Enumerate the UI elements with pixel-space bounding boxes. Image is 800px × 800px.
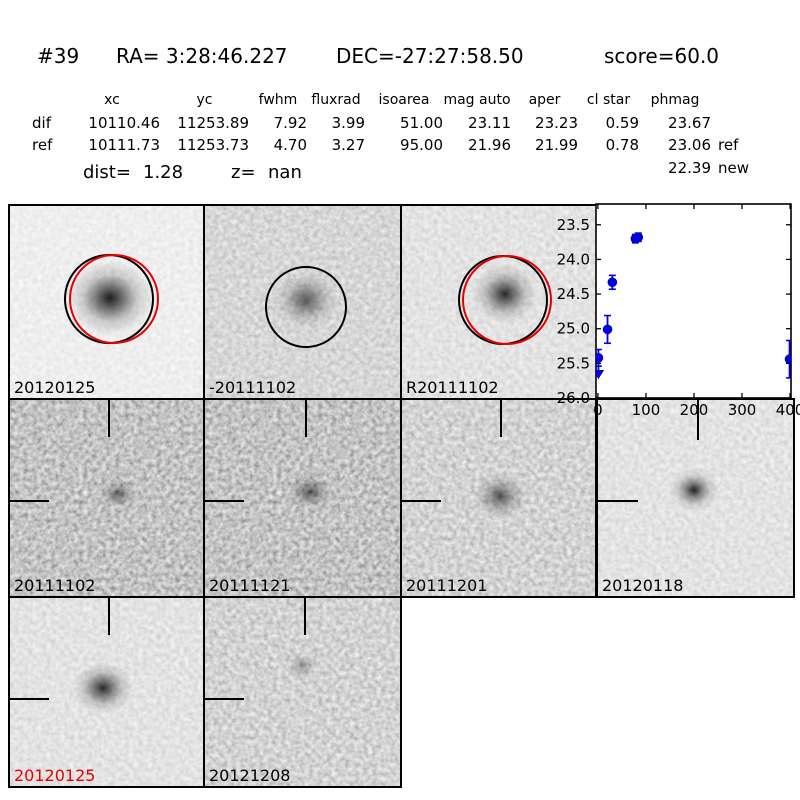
stamp-diff-20121208: 20121208	[203, 596, 402, 788]
stamp-label: -20111102	[209, 378, 297, 398]
measurements-table: xc yc fwhm fluxrad isoarea mag auto aper…	[30, 89, 763, 179]
col-header-cl-star: cl star	[586, 92, 631, 108]
col-header-fluxrad: fluxrad	[311, 92, 361, 108]
aperture-circle-red	[69, 254, 159, 344]
dif-isoarea: 51.00	[400, 113, 443, 132]
col-header-mag-auto: mag auto	[443, 92, 511, 108]
crosshair-vertical-tick	[108, 598, 110, 635]
col-header-yc: yc	[196, 92, 213, 108]
col-header-fwhm: fwhm	[258, 92, 298, 108]
col-header-isoarea: isoarea	[378, 92, 430, 108]
crosshair-horizontal-tick	[598, 500, 638, 502]
dif-phmag: 23.67	[668, 113, 711, 132]
dist-label: dist=	[83, 162, 131, 183]
ref-yc: 11253.73	[177, 136, 249, 154]
dec-value: DEC=-27:27:58.50	[336, 44, 524, 68]
new-phmag: 22.39	[668, 158, 711, 177]
ref-fluxrad: 3.27	[331, 136, 365, 154]
crosshair-vertical-tick	[304, 598, 306, 635]
row-label-ref: ref	[32, 136, 53, 154]
crosshair-vertical-tick	[305, 400, 307, 437]
ref-aper: 21.99	[535, 136, 578, 154]
stamp-diff-20111121: 20111121	[203, 398, 402, 598]
col-header-blank	[30, 89, 64, 112]
stamp-label: 20121208	[209, 766, 291, 786]
dif-mag-auto: 23.11	[468, 113, 511, 132]
col-header-phmag: phmag	[650, 92, 700, 108]
dif-yc: 11253.89	[177, 113, 249, 132]
ref-phmag: 23.06	[668, 136, 711, 154]
dif-cl-star: 0.59	[605, 113, 639, 132]
crosshair-horizontal-tick	[10, 500, 49, 502]
z-value: nan	[268, 162, 302, 183]
stamp-diff-20111201: 20111201	[400, 398, 597, 598]
stamp-noise	[205, 598, 400, 786]
crosshair-vertical-tick	[108, 400, 110, 437]
ref-fwhm: 4.70	[273, 136, 307, 154]
stamp-label: 20111201	[406, 576, 488, 596]
crosshair-vertical-tick	[500, 400, 502, 437]
stamp-ref-minus-20111102: -20111102	[203, 204, 402, 400]
ref-phmag-suffix: ref	[718, 136, 739, 154]
stamp-label: 20111121	[209, 576, 291, 596]
stamp-label: R20111102	[406, 378, 499, 398]
stamp-diff-20111102: 20111102	[8, 398, 205, 598]
stamp-label: 20120125	[14, 378, 96, 398]
source-blob	[285, 652, 319, 680]
source-blob	[473, 473, 527, 519]
dif-xc: 10110.46	[88, 113, 160, 132]
stamp-ref-R20111102: R20111102	[400, 204, 598, 400]
stamp-label: 20111102	[14, 576, 96, 596]
crosshair-horizontal-tick	[10, 698, 49, 700]
aperture-circle-black	[265, 266, 347, 348]
source-blob	[669, 468, 719, 512]
stamp-label: 20120118	[602, 576, 684, 596]
object-id: #39	[37, 44, 80, 68]
dif-phmag-suffix	[711, 112, 763, 135]
aperture-circle-red	[462, 255, 552, 345]
crosshair-horizontal-tick	[402, 500, 441, 502]
z-label: z=	[231, 162, 256, 183]
crosshair-horizontal-tick	[205, 500, 244, 502]
col-header-aper: aper	[528, 92, 561, 108]
source-blob	[98, 478, 138, 510]
col-header-xc: xc	[104, 92, 120, 108]
crosshair-vertical-tick	[697, 400, 699, 440]
score-value: score=60.0	[604, 44, 720, 68]
dif-aper: 23.23	[535, 113, 578, 132]
ref-xc: 10111.73	[88, 136, 160, 154]
source-blob	[287, 474, 333, 510]
ref-mag-auto: 21.96	[468, 136, 511, 154]
row-label-dif: dif	[32, 113, 51, 132]
dif-fwhm: 7.92	[273, 113, 307, 132]
stamp-label: 20120125	[14, 766, 96, 786]
new-phmag-suffix: new	[718, 158, 750, 177]
stamp-diff-20120125: 20120125	[8, 596, 205, 788]
ref-cl-star: 0.78	[605, 136, 639, 154]
crosshair-horizontal-tick	[205, 698, 244, 700]
stamp-diff-20120118: 20120118	[596, 398, 795, 598]
ref-isoarea: 95.00	[400, 136, 443, 154]
source-blob	[73, 662, 133, 714]
dif-fluxrad: 3.99	[331, 113, 365, 132]
stamp-new-20120125: 20120125	[8, 204, 205, 400]
dist-value: 1.28	[143, 162, 184, 183]
ra-value: RA= 3:28:46.227	[116, 44, 288, 68]
